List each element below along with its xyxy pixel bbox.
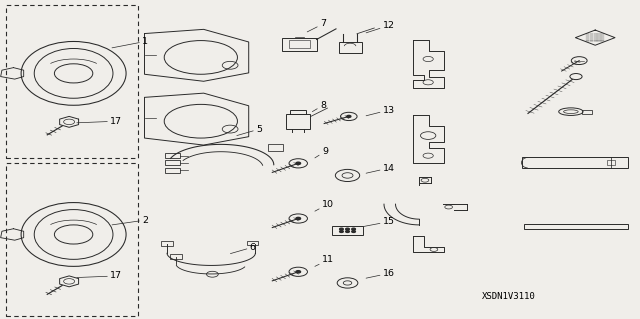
Circle shape [296, 271, 301, 273]
Bar [332, 226, 363, 234]
Circle shape [346, 231, 349, 233]
Bar [522, 157, 628, 168]
Bar [524, 224, 628, 229]
Bar [170, 254, 182, 259]
Circle shape [352, 228, 355, 230]
Text: XSDN1V3110: XSDN1V3110 [482, 293, 536, 301]
Circle shape [570, 74, 582, 80]
Bar [165, 160, 180, 165]
Text: 6: 6 [230, 243, 255, 254]
Text: 7: 7 [307, 19, 326, 32]
Circle shape [346, 228, 349, 230]
Bar [6, 163, 138, 316]
Circle shape [347, 115, 351, 117]
Bar [161, 241, 173, 246]
Bar [291, 110, 306, 114]
Text: 14: 14 [366, 164, 395, 173]
Text: 8: 8 [312, 101, 326, 112]
Bar [282, 38, 317, 51]
Bar [339, 42, 362, 53]
Text: 9: 9 [315, 147, 328, 158]
Bar [246, 241, 259, 246]
Bar [286, 114, 310, 129]
Bar [289, 40, 310, 48]
Bar [268, 145, 284, 152]
Text: 11: 11 [315, 256, 334, 266]
Text: 17: 17 [77, 117, 122, 126]
Circle shape [296, 217, 301, 220]
Circle shape [296, 162, 301, 165]
Bar [165, 167, 180, 173]
Text: 1: 1 [112, 37, 148, 48]
Bar [582, 109, 591, 114]
Bar [165, 153, 180, 158]
Bar [607, 160, 614, 165]
Text: 10: 10 [315, 200, 334, 211]
Circle shape [340, 231, 343, 233]
Bar [6, 5, 138, 158]
Text: 2: 2 [112, 216, 148, 225]
Text: 16: 16 [366, 269, 395, 278]
Circle shape [352, 231, 355, 233]
Text: 13: 13 [366, 106, 395, 116]
Text: 17: 17 [77, 271, 122, 280]
Circle shape [340, 228, 343, 230]
Text: 5: 5 [237, 125, 262, 136]
Text: 12: 12 [366, 21, 395, 33]
Text: 15: 15 [364, 217, 395, 226]
